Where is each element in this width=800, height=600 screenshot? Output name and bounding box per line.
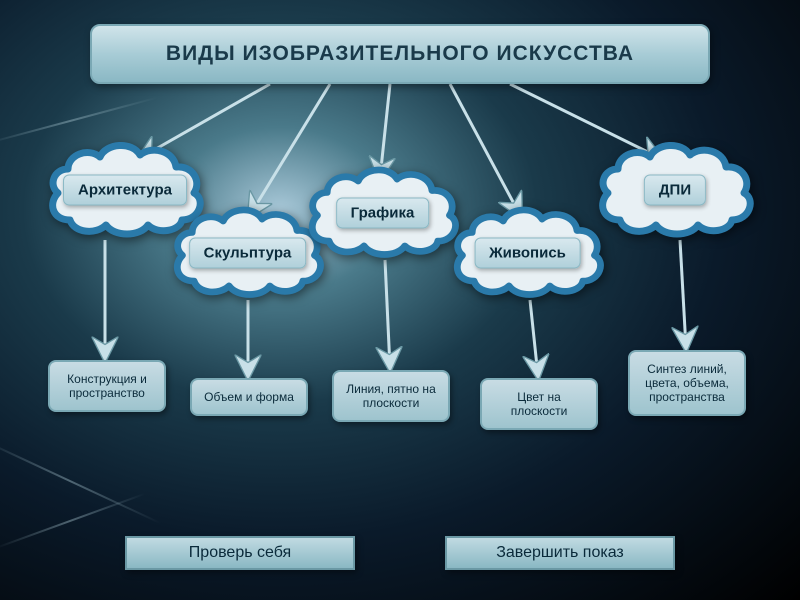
cloud-label: ДПИ	[644, 175, 706, 206]
cloud-c3[interactable]: Графика	[300, 160, 465, 265]
cloud-label: Скульптура	[189, 237, 307, 268]
cloud-label: Живопись	[474, 237, 581, 268]
desc-d2: Объем и форма	[190, 378, 308, 416]
desc-d1: Конструкция и пространство	[48, 360, 166, 412]
button-label: Завершить показ	[496, 544, 624, 562]
desc-d5: Синтез линий, цвета, объема, пространств…	[628, 350, 746, 416]
check-yourself-button[interactable]: Проверь себя	[125, 536, 355, 570]
button-label: Проверь себя	[189, 544, 291, 562]
page-title: ВИДЫ ИЗОБРАЗИТЕЛЬНОГО ИСКУССТВА	[90, 24, 710, 84]
cloud-label: Графика	[336, 197, 430, 228]
desc-d4: Цвет на плоскости	[480, 378, 598, 430]
bg-streak	[0, 493, 146, 550]
cloud-c4[interactable]: Живопись	[445, 200, 610, 305]
bg-streak	[0, 438, 161, 524]
cloud-c5[interactable]: ДПИ	[590, 135, 760, 245]
arrows-layer	[0, 0, 800, 600]
desc-d3: Линия, пятно на плоскости	[332, 370, 450, 422]
end-show-button[interactable]: Завершить показ	[445, 536, 675, 570]
